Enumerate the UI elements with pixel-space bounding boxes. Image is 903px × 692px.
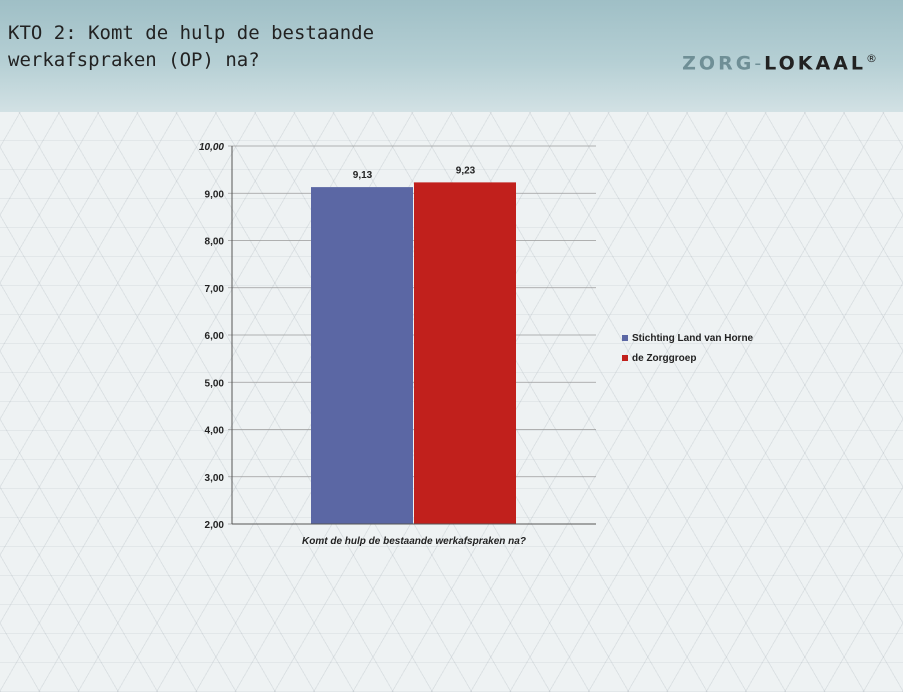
bars	[311, 182, 516, 525]
legend-item-series-1: Stichting Land van Horne	[622, 328, 753, 348]
y-tick-label: 6,00	[205, 331, 225, 342]
legend-label-series-2: de Zorggroep	[632, 352, 697, 364]
y-tick-label: 7,00	[205, 284, 225, 295]
data-label-series-1: 9,13	[353, 170, 373, 181]
y-tick-label: 5,00	[205, 378, 225, 389]
legend-swatch-series-1	[622, 335, 628, 341]
page-title: KTO 2: Komt de hulp de bestaande werkafs…	[8, 22, 375, 71]
data-label-series-2: 9,23	[456, 165, 476, 176]
y-tick-label: 10,00	[199, 142, 224, 153]
data-labels: 9,13 9,23	[353, 165, 476, 181]
legend-label-series-1: Stichting Land van Horne	[632, 332, 754, 344]
logo-registered-mark: ®	[866, 52, 877, 65]
bar-series-1	[311, 187, 413, 525]
y-tick-label: 2,00	[205, 520, 225, 531]
y-tick-label: 9,00	[205, 189, 225, 200]
y-tick-label: 8,00	[205, 237, 225, 248]
y-tick-label: 3,00	[205, 473, 225, 484]
zorg-lokaal-logo: ZORG-LOKAAL®	[682, 52, 877, 74]
y-tick-label: 4,00	[205, 426, 225, 437]
logo-part-zorg: ZORG	[682, 52, 755, 75]
header-band: KTO 2: Komt de hulp de bestaande werkafs…	[0, 0, 903, 112]
legend-item-series-2: de Zorggroep	[622, 348, 753, 368]
logo-part-lokaal: LOKAAL	[764, 52, 866, 75]
legend-swatch-series-2	[622, 355, 628, 361]
logo-dash: -	[754, 52, 765, 75]
y-axis-tick-labels: 2,00 3,00 4,00 5,00 6,00 7,00 8,00 9,00 10,00	[199, 142, 224, 531]
x-axis-category-label: Komt de hulp de bestaande werkafspraken …	[302, 536, 526, 547]
bar-series-2	[414, 182, 516, 524]
chart-legend: Stichting Land van Horne de Zorggroep	[622, 328, 753, 368]
